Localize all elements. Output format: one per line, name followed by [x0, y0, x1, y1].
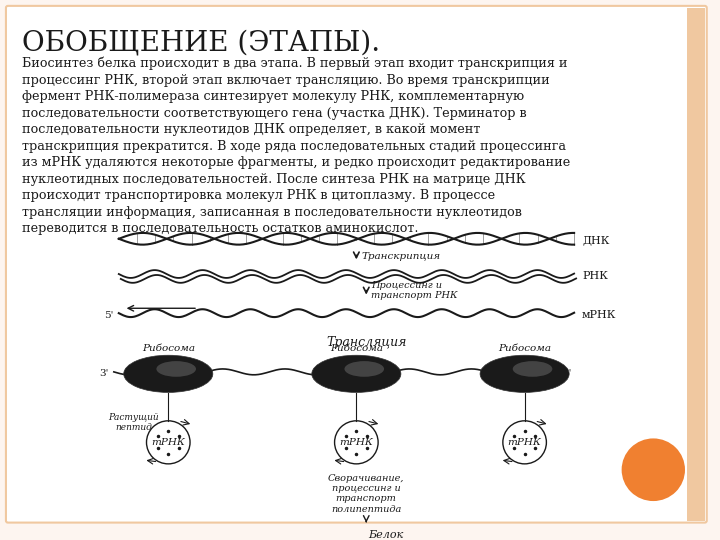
Text: ДНК: ДНК: [582, 235, 609, 245]
Text: Рибосома: Рибосома: [142, 344, 195, 353]
Ellipse shape: [513, 361, 552, 377]
Text: РНК: РНК: [582, 271, 608, 281]
Text: Рибосома: Рибосома: [330, 344, 383, 353]
Ellipse shape: [156, 361, 196, 377]
Text: 3': 3': [99, 369, 109, 379]
Text: Растущий
пептид: Растущий пептид: [108, 413, 159, 431]
Text: Сворачивание,
процессинг и
транспорт
полипептида: Сворачивание, процессинг и транспорт пол…: [328, 474, 405, 514]
Text: мРНК: мРНК: [582, 310, 616, 320]
Ellipse shape: [344, 361, 384, 377]
Text: ОБОБЩЕНИЕ (ЭТАПЫ).: ОБОБЩЕНИЕ (ЭТАПЫ).: [22, 29, 380, 56]
Text: Рибосома: Рибосома: [498, 344, 551, 353]
Text: Транскрипция: Транскрипция: [361, 252, 441, 261]
Ellipse shape: [312, 355, 401, 393]
Text: Биосинтез белка происходит в два этапа. В первый этап входит транскрипция и
проц: Биосинтез белка происходит в два этапа. …: [22, 57, 570, 235]
Bar: [687, 8, 705, 521]
Circle shape: [621, 438, 685, 501]
Text: тРНК: тРНК: [151, 438, 185, 447]
Text: Процессинг и
транспорт РНК: Процессинг и транспорт РНК: [372, 281, 458, 300]
Text: тРНК: тРНК: [339, 438, 373, 447]
Text: Трансляция: Трансляция: [326, 336, 406, 349]
Text: 5': 5': [562, 369, 572, 379]
FancyBboxPatch shape: [6, 6, 707, 523]
Ellipse shape: [480, 355, 570, 393]
Text: 5': 5': [104, 310, 113, 320]
Ellipse shape: [124, 355, 213, 393]
Text: тРНК: тРНК: [508, 438, 541, 447]
Text: Белок: Белок: [369, 530, 404, 540]
